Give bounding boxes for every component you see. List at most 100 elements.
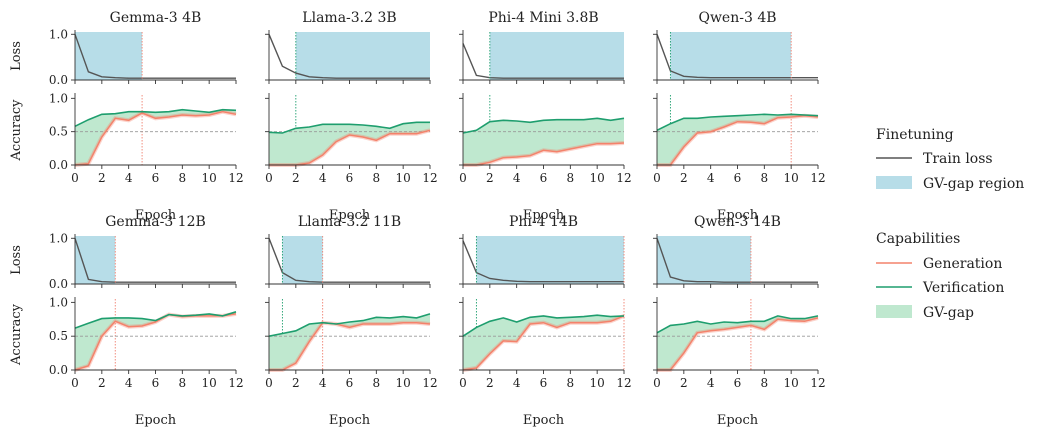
train-loss-line xyxy=(462,240,624,283)
panel-title: Qwen-3 14B xyxy=(694,214,781,230)
gv-gap-region xyxy=(75,32,143,80)
loss-y-tick-label: 0.0 xyxy=(49,277,68,291)
x-tick-label: 6 xyxy=(152,376,160,390)
x-tick-label: 6 xyxy=(346,171,354,185)
legend-finetuning-title: Finetuning xyxy=(876,127,954,143)
gv-gap-region xyxy=(657,236,751,284)
x-tick-label: 6 xyxy=(734,376,742,390)
x-tick-label: 0 xyxy=(265,376,273,390)
verification-line xyxy=(74,108,237,128)
x-tick-label: 12 xyxy=(228,171,243,185)
accuracy-y-tick-label: 0.0 xyxy=(49,158,68,172)
x-axis-label: Epoch xyxy=(329,413,371,428)
x-axis-label: Epoch xyxy=(523,208,565,223)
x-tick-label: 12 xyxy=(616,376,631,390)
train-loss-line xyxy=(268,34,430,79)
panel-1: Gemma-3 4B 0.0 1.0 0.0 0.5 1.0 0 2 4 6 8 10 12 Epoch L… xyxy=(9,10,244,223)
legend-capabilities-title: Capabilities xyxy=(876,231,960,247)
x-axis-label: Epoch xyxy=(717,413,759,428)
panel-title: Llama-3.2 11B xyxy=(298,214,401,230)
x-tick-label: 10 xyxy=(202,171,217,185)
loss-y-tick-label: 1.0 xyxy=(49,27,68,41)
x-tick-label: 10 xyxy=(784,376,799,390)
legend: Finetuning Train loss GV-gap region Capabil… xyxy=(876,127,1024,321)
x-tick-label: 8 xyxy=(761,376,769,390)
legend-generation-label: Generation xyxy=(923,256,1002,272)
loss-y-axis-label: Loss xyxy=(9,245,24,275)
accuracy-y-tick-label: 0.5 xyxy=(49,125,68,139)
accuracy-y-axis-label: Accuracy xyxy=(9,99,24,162)
x-axis-label: Epoch xyxy=(523,413,565,428)
verification-line xyxy=(268,121,430,134)
panel-title: Phi-4 Mini 3.8B xyxy=(488,10,598,26)
x-tick-label: 4 xyxy=(125,171,133,185)
generation-line xyxy=(74,110,237,166)
panel-2: Llama-3.2 3B 0 2 4 6 8 10 12 Epoch xyxy=(265,10,438,223)
panel-7: Phi-4 14B 0 2 4 6 8 10 12 Epoch xyxy=(459,214,632,428)
gv-gap-fill xyxy=(463,315,624,370)
x-tick-label: 8 xyxy=(761,171,769,185)
generation-line xyxy=(657,317,819,371)
generation-line xyxy=(269,321,431,371)
loss-y-axis-label: Loss xyxy=(9,41,24,71)
x-tick-label: 0 xyxy=(265,171,273,185)
x-tick-label: 0 xyxy=(459,376,467,390)
x-tick-label: 8 xyxy=(373,376,381,390)
legend-gap-swatch xyxy=(876,305,912,318)
loss-y-tick-label: 0.0 xyxy=(49,73,68,87)
x-tick-label: 6 xyxy=(540,171,548,185)
x-tick-label: 2 xyxy=(98,376,106,390)
train-loss-line xyxy=(268,238,430,283)
x-tick-label: 10 xyxy=(396,171,411,185)
x-tick-label: 10 xyxy=(590,376,605,390)
x-tick-label: 6 xyxy=(346,376,354,390)
gv-gap-region xyxy=(489,32,624,80)
x-tick-label: 4 xyxy=(513,376,521,390)
x-tick-label: 0 xyxy=(71,171,79,185)
x-tick-label: 12 xyxy=(228,376,243,390)
x-tick-label: 4 xyxy=(319,171,327,185)
verification-line xyxy=(656,113,819,132)
legend-region-swatch xyxy=(876,176,912,189)
legend-train-loss-label: Train loss xyxy=(923,151,993,167)
gv-gap-fill xyxy=(657,315,818,370)
legend-gap-label: GV-gap xyxy=(923,305,974,321)
x-tick-label: 0 xyxy=(653,376,661,390)
x-tick-label: 8 xyxy=(567,171,575,185)
verification-line xyxy=(462,314,625,337)
panel-8: Qwen-3 14B 0 2 4 6 8 10 12 Epoch xyxy=(653,214,826,428)
x-tick-label: 8 xyxy=(179,376,187,390)
x-axis-label: Epoch xyxy=(329,208,371,223)
x-tick-label: 2 xyxy=(292,376,300,390)
verification-line xyxy=(656,315,819,334)
verification-line xyxy=(74,311,237,329)
accuracy-y-tick-label: 0.0 xyxy=(49,363,68,377)
gv-gap-fill xyxy=(269,313,430,370)
x-tick-label: 10 xyxy=(784,171,799,185)
x-tick-label: 0 xyxy=(459,171,467,185)
gv-gap-region xyxy=(295,32,430,80)
x-tick-label: 4 xyxy=(707,171,715,185)
x-tick-label: 10 xyxy=(396,376,411,390)
panel-title: Gemma-3 12B xyxy=(105,214,206,230)
legend-verification-label: Verification xyxy=(922,280,1004,296)
x-tick-label: 0 xyxy=(71,376,79,390)
accuracy-y-tick-label: 1.0 xyxy=(49,91,68,105)
verification-line xyxy=(268,313,431,337)
x-tick-label: 12 xyxy=(810,376,825,390)
x-tick-label: 2 xyxy=(486,171,494,185)
gv-gap-region xyxy=(75,236,116,284)
x-tick-label: 2 xyxy=(680,171,688,185)
gv-gap-fill xyxy=(463,118,624,165)
panel-title: Gemma-3 4B xyxy=(110,10,202,26)
panel-3: Phi-4 Mini 3.8B 0 2 4 6 8 10 12 Epoch xyxy=(459,10,632,223)
x-tick-label: 12 xyxy=(810,171,825,185)
panel-title: Qwen-3 4B xyxy=(698,10,776,26)
x-tick-label: 4 xyxy=(707,376,715,390)
x-tick-label: 0 xyxy=(653,171,661,185)
x-tick-label: 4 xyxy=(513,171,521,185)
verification-line xyxy=(462,117,625,134)
x-tick-label: 10 xyxy=(202,376,217,390)
accuracy-y-axis-label: Accuracy xyxy=(9,303,24,366)
